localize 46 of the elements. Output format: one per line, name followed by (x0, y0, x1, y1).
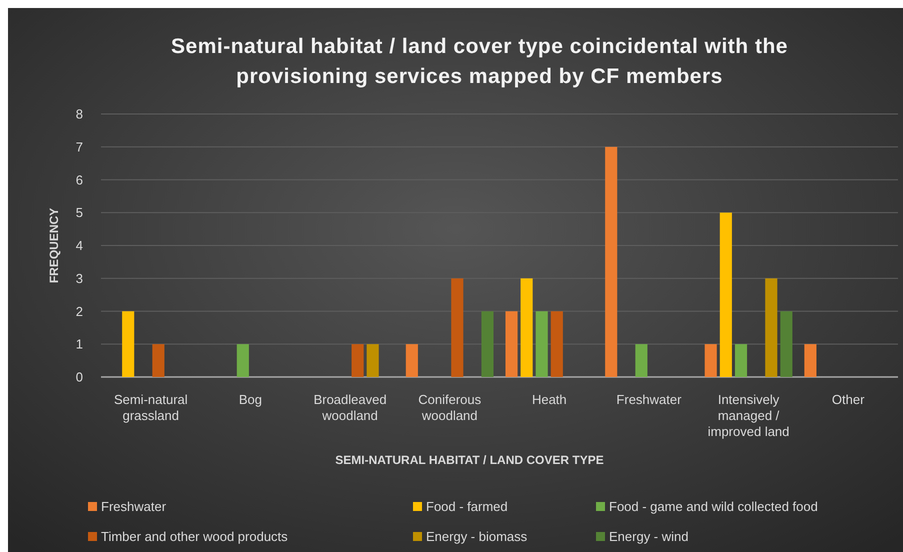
bar (366, 344, 379, 377)
bar (152, 344, 164, 377)
x-tick-label: Bog (238, 392, 262, 407)
y-tick-label: 6 (76, 172, 83, 188)
bar (780, 311, 792, 377)
bar (605, 146, 618, 377)
bar (481, 311, 494, 377)
x-tick-label: Broadleaved woodland (314, 392, 387, 423)
legend-label: Energy - wind (609, 529, 688, 544)
legend-label: Energy - biomass (426, 529, 528, 544)
bar (704, 344, 717, 377)
y-axis-title: FREQUENCY (47, 208, 61, 284)
legend-label: Timber and other wood products (101, 529, 288, 544)
legend-label: Freshwater (101, 499, 167, 514)
y-tick-label: 4 (76, 238, 83, 253)
y-tick-label: 8 (76, 106, 83, 122)
bar (720, 212, 732, 377)
x-tick-label: Semi-natural grassland (114, 392, 188, 423)
legend-label: Food - farmed (426, 499, 508, 514)
bar (406, 344, 418, 377)
bar (734, 344, 748, 377)
y-tick-label: 2 (76, 304, 83, 319)
x-tick-label: Intensively managed / improved land (708, 392, 790, 439)
bar (352, 344, 364, 377)
x-tick-label: Freshwater (616, 392, 682, 407)
y-tick-label: 1 (76, 336, 83, 352)
y-tick-label: 3 (76, 270, 83, 286)
y-tick-label: 7 (76, 139, 83, 154)
bar (804, 344, 816, 377)
x-tick-label: Other (832, 392, 866, 407)
bar (536, 311, 548, 377)
bar (550, 311, 563, 377)
x-tick-label: Coniferous woodland (418, 392, 482, 423)
bar (122, 311, 134, 377)
bar (451, 278, 464, 377)
y-tick-label: 5 (76, 205, 83, 220)
bar (520, 278, 533, 377)
legend-label: Food - game and wild collected food (609, 499, 818, 514)
x-tick-label: Heath (532, 392, 567, 407)
bar (505, 311, 518, 377)
bar (236, 344, 249, 377)
bar (765, 278, 778, 377)
chart-title: Semi-natural habitat / land cover type coincidental with the provisioning services mapped by CF members (171, 35, 788, 88)
x-axis-title: SEMI-NATURAL HABITAT / LAND COVER TYPE (335, 453, 604, 467)
bar (635, 344, 648, 377)
y-tick-label: 0 (76, 370, 83, 384)
